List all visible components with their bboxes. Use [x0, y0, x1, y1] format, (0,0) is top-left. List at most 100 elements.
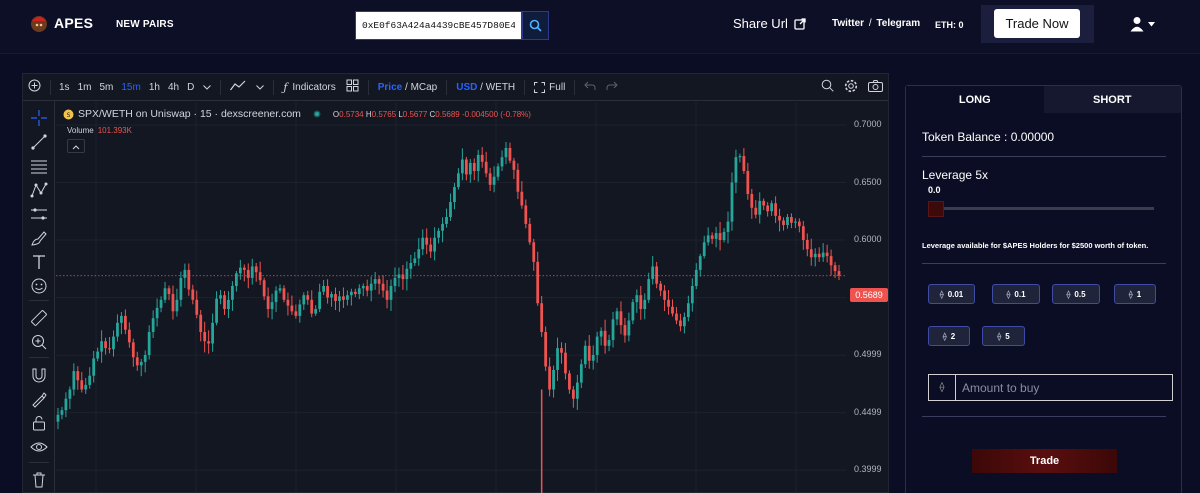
- mcap-option[interactable]: MCap: [410, 81, 438, 93]
- add-symbol-icon[interactable]: [23, 79, 46, 95]
- quick-amount-button[interactable]: ⟠ 5: [982, 326, 1025, 346]
- share-url-button[interactable]: Share Url: [733, 16, 806, 31]
- candle-body: [488, 173, 492, 185]
- leverage-title: Leverage 5x: [922, 168, 989, 182]
- tools-divider: [29, 357, 49, 358]
- candle-body: [72, 371, 76, 390]
- quick-search-icon[interactable]: [816, 79, 839, 95]
- candle-body: [405, 268, 409, 280]
- quick-amount-button[interactable]: ⟠ 2: [928, 326, 970, 346]
- weth-option[interactable]: WETH: [485, 81, 516, 93]
- quick-amount-label: 0.1: [1014, 289, 1026, 299]
- timeframe-dropdown-icon[interactable]: [198, 82, 216, 93]
- candle-body: [655, 266, 659, 284]
- magnet-icon[interactable]: [30, 366, 48, 384]
- timeframe-1m[interactable]: 1m: [77, 81, 92, 93]
- lock-icon[interactable]: [30, 414, 48, 432]
- settings-icon[interactable]: [839, 79, 863, 96]
- tab-short[interactable]: SHORT: [1043, 86, 1181, 113]
- candle-body: [80, 380, 84, 390]
- indicators-button[interactable]: ƒ Indicators: [278, 81, 340, 94]
- candle-body: [480, 154, 484, 162]
- candle-body: [207, 341, 211, 344]
- candle-body: [790, 217, 793, 223]
- twitter-link[interactable]: Twitter: [832, 18, 865, 29]
- price-mcap-slash: /: [405, 81, 408, 93]
- brush-icon[interactable]: [30, 229, 48, 247]
- candle-body: [500, 157, 504, 167]
- timeframe-D[interactable]: D: [187, 81, 195, 93]
- candle-body: [96, 351, 100, 359]
- candle-body: [722, 231, 726, 240]
- tools-divider: [29, 300, 49, 301]
- usd-option[interactable]: USD: [456, 81, 478, 93]
- fullscreen-button[interactable]: Full: [529, 81, 570, 93]
- pattern-icon[interactable]: [30, 181, 48, 199]
- text-icon[interactable]: [30, 253, 48, 271]
- user-menu[interactable]: [1130, 16, 1155, 32]
- timeframe-1h[interactable]: 1h: [148, 81, 160, 93]
- candle-body: [108, 348, 111, 350]
- chart-type-icon[interactable]: [225, 80, 251, 94]
- lock-drawings-icon[interactable]: [30, 390, 48, 408]
- leverage-slider-track[interactable]: [928, 207, 1154, 210]
- trend-line-icon[interactable]: [30, 133, 48, 151]
- undo-icon[interactable]: [579, 81, 601, 94]
- timeframe-1s[interactable]: 1s: [59, 81, 70, 93]
- leverage-slider-thumb[interactable]: [928, 201, 944, 217]
- candle-body: [127, 329, 131, 343]
- indicator-templates-icon[interactable]: [341, 79, 364, 95]
- screenshot-icon[interactable]: [863, 79, 888, 95]
- candlestick-plot[interactable]: [56, 102, 888, 493]
- pair-title: SPX/WETH on Uniswap · 15 · dexscreener.c…: [78, 108, 301, 120]
- quick-amount-button[interactable]: ⟠ 0.5: [1052, 284, 1100, 304]
- candle-body: [203, 332, 207, 342]
- candle-body: [175, 299, 179, 312]
- eye-icon[interactable]: [30, 438, 48, 456]
- candle-body: [599, 330, 603, 337]
- candle-body: [211, 322, 214, 344]
- trade-button[interactable]: Trade: [972, 449, 1117, 473]
- currency-toggle[interactable]: USD / WETH: [451, 82, 520, 93]
- trash-icon[interactable]: [30, 470, 48, 488]
- redo-icon[interactable]: [601, 81, 623, 94]
- price-axis-label: 0.6500: [854, 176, 882, 187]
- crosshair-icon[interactable]: [30, 109, 48, 127]
- candle-body: [738, 156, 742, 158]
- toolbar-divider: [367, 79, 369, 95]
- search-button[interactable]: [522, 11, 549, 40]
- candle-body: [381, 283, 385, 291]
- zoom-in-icon[interactable]: [30, 333, 48, 351]
- candle-body: [568, 373, 571, 390]
- tab-long[interactable]: LONG: [906, 86, 1044, 113]
- quick-amount-button[interactable]: ⟠ 0.01: [928, 284, 975, 304]
- nav-new-pairs[interactable]: NEW PAIRS: [116, 19, 174, 30]
- quick-amount-button[interactable]: ⟠ 0.1: [992, 284, 1040, 304]
- candle-body: [266, 296, 270, 309]
- price-mcap-toggle[interactable]: Price / MCap: [373, 82, 443, 93]
- emoji-icon[interactable]: [30, 277, 48, 295]
- fib-retracement-icon[interactable]: [30, 157, 48, 175]
- quick-amount-button[interactable]: ⟠ 1: [1114, 284, 1156, 304]
- timeframe-15m[interactable]: 15m: [121, 81, 141, 93]
- candle-body: [536, 261, 540, 304]
- trade-now-button[interactable]: Trade Now: [994, 9, 1080, 38]
- candle-body: [104, 341, 107, 349]
- search-input[interactable]: [355, 11, 522, 40]
- candle-body: [120, 315, 123, 323]
- timeframe-4h[interactable]: 4h: [167, 81, 180, 93]
- logo[interactable]: APES: [28, 12, 93, 34]
- legend-collapse-button[interactable]: [67, 139, 85, 153]
- ruler-icon[interactable]: [30, 309, 48, 327]
- quick-amount-label: 0.01: [947, 289, 964, 299]
- candle-body: [314, 309, 318, 314]
- telegram-link[interactable]: Telegram: [876, 18, 921, 29]
- timeframe-5m[interactable]: 5m: [99, 81, 114, 93]
- amount-input[interactable]: [955, 374, 1173, 401]
- candle-body: [334, 294, 337, 301]
- prediction-icon[interactable]: [30, 205, 48, 223]
- share-url-label: Share Url: [733, 16, 788, 31]
- candle-body: [139, 361, 143, 366]
- chart-type-dropdown-icon[interactable]: [251, 82, 269, 93]
- price-option[interactable]: Price: [377, 81, 403, 93]
